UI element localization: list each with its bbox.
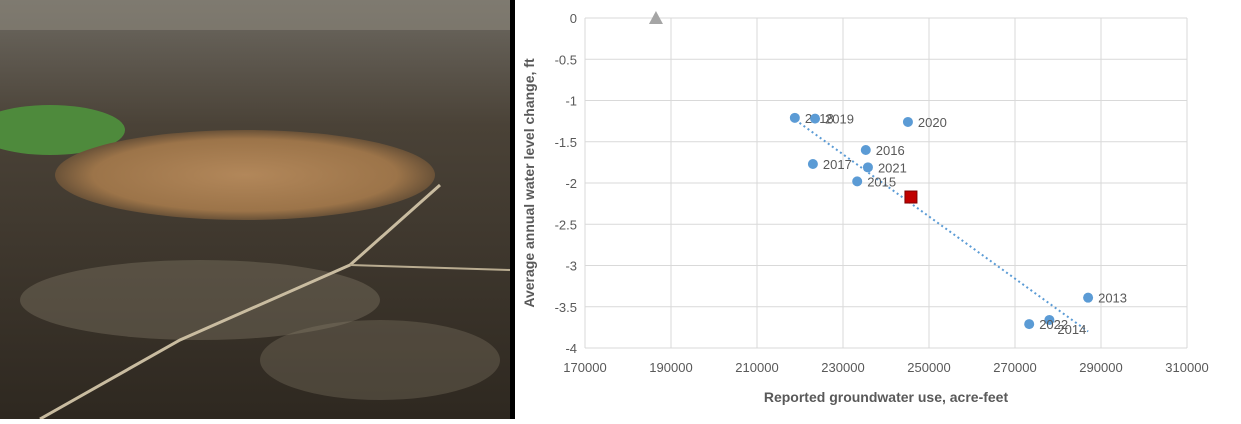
x-axis-title: Reported groundwater use, acre-feet — [764, 389, 1009, 405]
point — [905, 191, 917, 203]
x-tick-label: 290000 — [1079, 360, 1122, 375]
point-label: 2019 — [825, 112, 854, 127]
y-tick-label: -0.5 — [555, 52, 577, 67]
point-label: 2013 — [1098, 291, 1127, 306]
point-label: 2021 — [878, 160, 907, 175]
point — [1024, 319, 1034, 329]
y-tick-label: -1 — [565, 94, 577, 109]
y-tick-label: 0 — [570, 11, 577, 26]
point-label: 2022 — [1039, 317, 1068, 332]
point — [790, 113, 800, 123]
x-tick-label: 190000 — [649, 360, 692, 375]
y-tick-label: -3 — [565, 259, 577, 274]
x-tick-label: 250000 — [907, 360, 950, 375]
point-label: 2015 — [867, 174, 896, 189]
x-tick-label: 230000 — [821, 360, 864, 375]
point — [852, 176, 862, 186]
point — [808, 159, 818, 169]
y-tick-label: -2 — [565, 176, 577, 191]
chart: Reported groundwater use, acre-feet Aver… — [521, 11, 1209, 405]
y-tick-label: -1.5 — [555, 135, 577, 150]
y-tick-label: -3.5 — [555, 300, 577, 315]
photo — [0, 0, 515, 419]
x-tick-label: 170000 — [563, 360, 606, 375]
y-tick-label: -4 — [565, 341, 577, 356]
point — [863, 162, 873, 172]
x-tick-label: 210000 — [735, 360, 778, 375]
y-axis-title: Average annual water level change, ft — [521, 58, 537, 308]
point — [810, 114, 820, 124]
y-tick-label: -2.5 — [555, 217, 577, 232]
x-tick-label: 310000 — [1165, 360, 1208, 375]
point-label: 2017 — [823, 157, 852, 172]
page: Reported groundwater use, acre-feet Aver… — [0, 0, 1241, 419]
point-label: 2020 — [918, 115, 947, 130]
point — [903, 117, 913, 127]
x-tick-label: 270000 — [993, 360, 1036, 375]
point — [861, 145, 871, 155]
point-label: 2016 — [876, 143, 905, 158]
point — [1083, 293, 1093, 303]
